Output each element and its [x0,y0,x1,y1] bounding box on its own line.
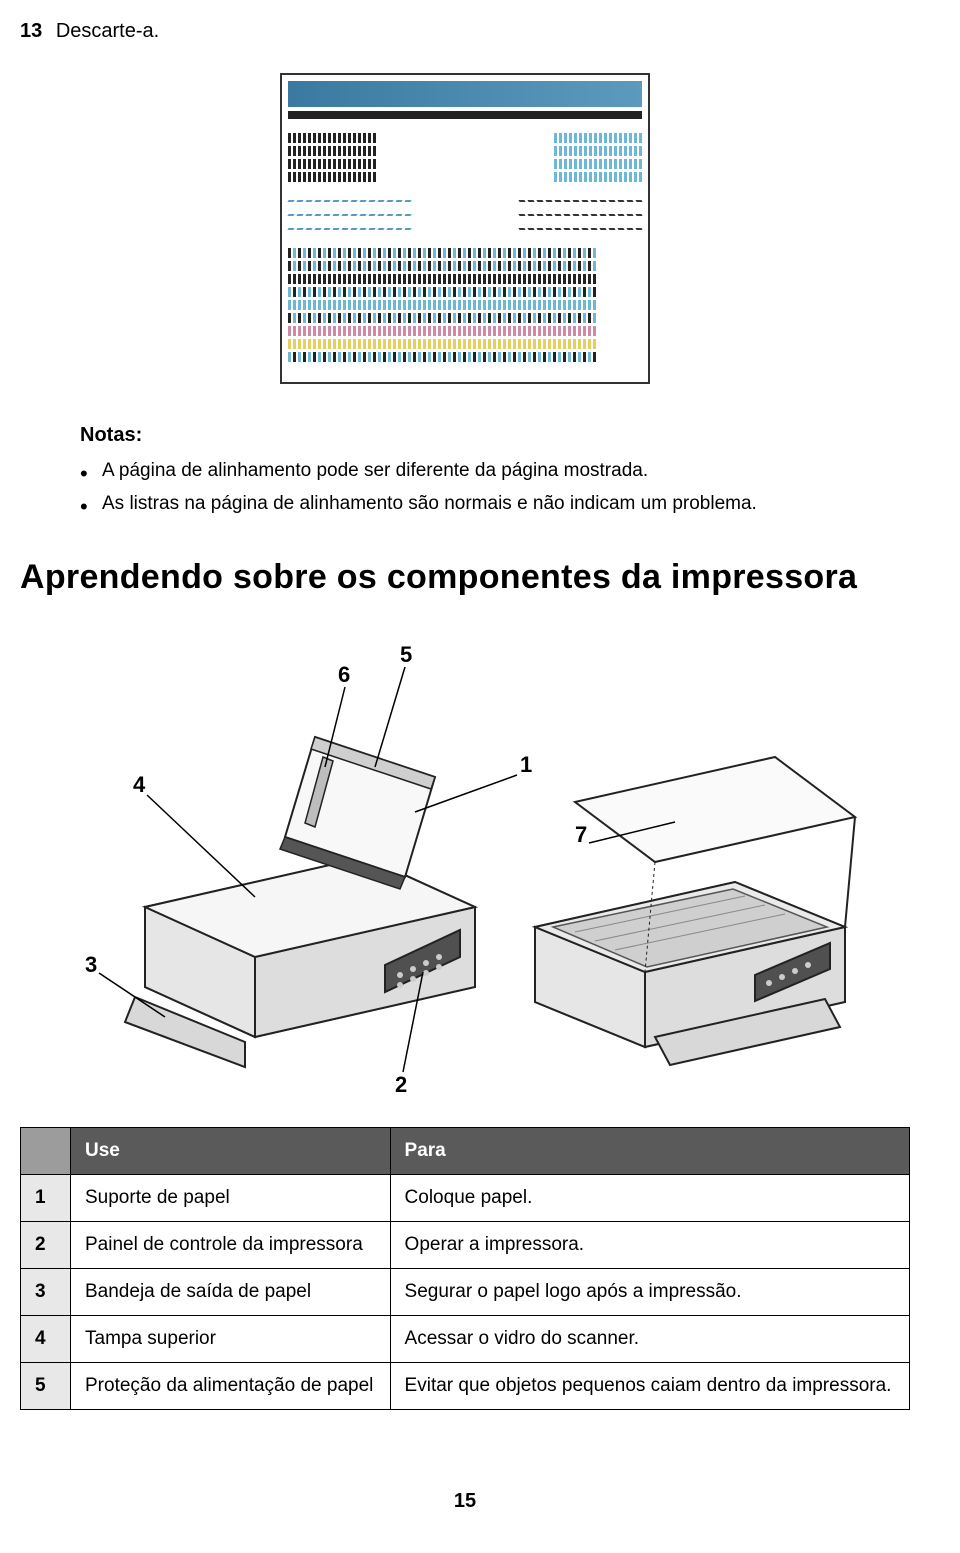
table-row: 4Tampa superiorAcessar o vidro do scanne… [21,1316,910,1363]
table-cell-para: Segurar o papel logo após a impressão. [390,1269,909,1316]
parts-table: Use Para 1Suporte de papelColoque papel.… [20,1127,910,1410]
note-item: As listras na página de alinhamento são … [80,490,910,519]
table-cell-num: 2 [21,1222,71,1269]
step-line: 13 Descarte-a. [20,20,910,43]
table-cell-para: Evitar que objetos pequenos caiam dentro… [390,1363,909,1410]
alignment-page-illustration [280,73,650,384]
alignment-block-1 [288,133,642,182]
page-number: 15 [20,1490,910,1513]
callout-6: 6 [338,662,350,687]
table-head-use: Use [71,1128,391,1175]
section-title: Aprendendo sobre os componentes da impre… [20,558,910,597]
table-head-para: Para [390,1128,909,1175]
table-cell-use: Bandeja de saída de papel [71,1269,391,1316]
table-cell-num: 4 [21,1316,71,1363]
table-cell-para: Acessar o vidro do scanner. [390,1316,909,1363]
table-cell-num: 1 [21,1175,71,1222]
notes-heading: Notas: [80,424,910,447]
table-cell-num: 5 [21,1363,71,1410]
step-text: Descarte-a. [56,20,159,42]
table-cell-para: Coloque papel. [390,1175,909,1222]
table-cell-use: Suporte de papel [71,1175,391,1222]
notes-section: Notas: A página de alinhamento pode ser … [80,424,910,518]
callout-2: 2 [395,1072,407,1097]
notes-list: A página de alinhamento pode ser diferen… [80,457,910,518]
callout-5: 5 [400,642,412,667]
alignment-black-bar [288,111,642,119]
alignment-block-diag [288,196,642,234]
table-cell-use: Painel de controle da impressora [71,1222,391,1269]
printer-diagram-svg: 5 6 1 4 7 3 2 [55,627,875,1097]
table-row: 5Proteção da alimentação de papelEvitar … [21,1363,910,1410]
printer-right [535,757,855,1065]
alignment-top-bar [288,81,642,107]
table-row: 1Suporte de papelColoque papel. [21,1175,910,1222]
note-item: A página de alinhamento pode ser diferen… [80,457,910,486]
step-number: 13 [20,20,42,42]
table-row: 3Bandeja de saída de papelSegurar o pape… [21,1269,910,1316]
table-head-num [21,1128,71,1175]
table-row: 2Painel de controle da impressoraOperar … [21,1222,910,1269]
alignment-block-3 [288,248,642,362]
table-cell-num: 3 [21,1269,71,1316]
callout-7: 7 [575,822,587,847]
table-cell-use: Tampa superior [71,1316,391,1363]
table-cell-use: Proteção da alimentação de papel [71,1363,391,1410]
printer-left [125,737,475,1067]
callout-3: 3 [85,952,97,977]
table-cell-para: Operar a impressora. [390,1222,909,1269]
printer-diagram: 5 6 1 4 7 3 2 [20,627,910,1097]
callout-4: 4 [133,772,146,797]
callout-1: 1 [520,752,532,777]
